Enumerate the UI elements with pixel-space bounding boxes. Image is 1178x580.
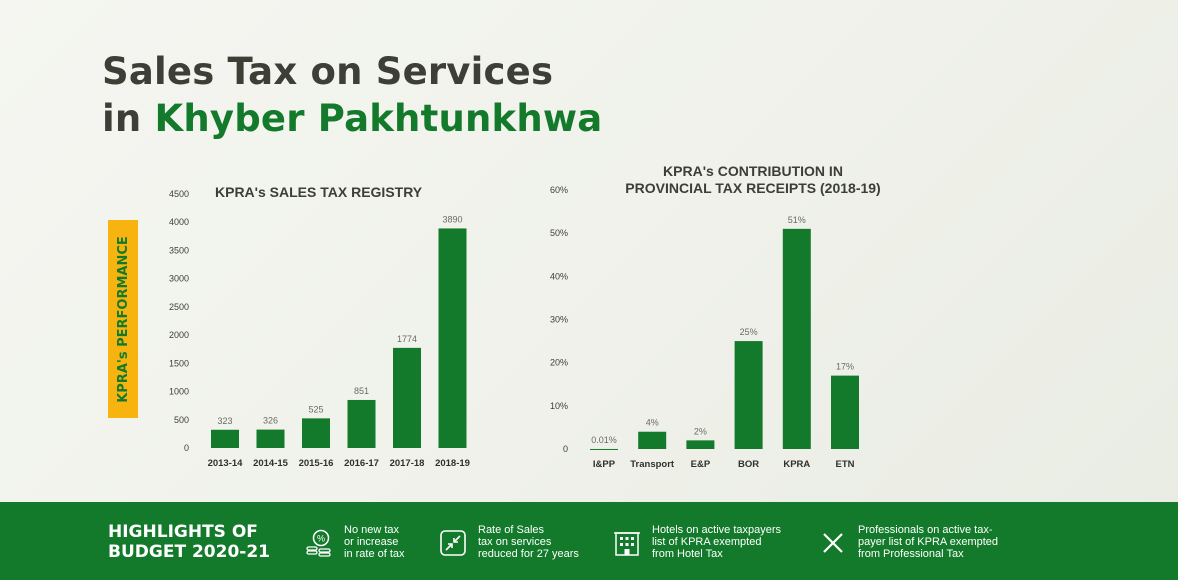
y-tick-label: 40%	[550, 271, 568, 281]
svg-text:%: %	[317, 534, 325, 544]
y-tick-label: 2500	[169, 302, 189, 312]
bar	[638, 431, 667, 449]
highlight-line: tax on services	[478, 536, 552, 548]
title-line-2-highlight: Khyber Pakhtunkhwa	[154, 97, 603, 140]
highlight-item: % No new tax or increase in rate of tax	[304, 524, 405, 560]
highlight-text: Hotels on active taxpayers list of KPRA …	[652, 524, 781, 560]
close-x-icon	[823, 533, 843, 553]
data-label: 323	[217, 416, 232, 426]
highlight-line: payer list of KPRA exempted	[858, 536, 999, 548]
x-tick-label: BOR	[738, 459, 759, 470]
x-tick-label: 2017-18	[390, 458, 425, 469]
x-tick-label: I&PP	[593, 459, 616, 470]
highlight-line: in rate of tax	[344, 548, 405, 560]
highlight-line: Hotels on active taxpayers	[652, 524, 782, 536]
bar	[347, 399, 376, 448]
highlight-line: list of KPRA exempted	[652, 536, 762, 548]
bar	[438, 228, 467, 448]
y-tick-label: 50%	[550, 228, 568, 238]
bar	[686, 440, 715, 449]
data-label: 3890	[442, 214, 462, 224]
highlight-line: Professionals on active tax-	[858, 524, 993, 536]
y-tick-label: 3500	[169, 245, 189, 255]
data-label: 1774	[397, 334, 417, 344]
y-tick-label: 10%	[550, 401, 568, 411]
y-tick-label: 4500	[169, 189, 189, 199]
bar	[831, 375, 859, 449]
x-tick-label: ETN	[836, 459, 855, 470]
chart-title: PROVINCIAL TAX RECEIPTS (2018-19)	[625, 180, 880, 196]
y-tick-label: 1000	[169, 387, 189, 397]
y-tick-label: 2000	[169, 330, 189, 340]
highlight-item: Professionals on active tax- payer list …	[818, 524, 998, 560]
bar	[393, 347, 421, 448]
data-label: 17%	[836, 362, 854, 372]
highlight-line: from Professional Tax	[858, 548, 964, 560]
y-tick-label: 20%	[550, 358, 568, 368]
footer-title-line-2: BUDGET 2020-21	[108, 542, 270, 562]
highlight-line: reduced for 27 years	[478, 548, 579, 560]
highlight-line: or increase	[344, 536, 399, 548]
side-label-box: KPRA's PERFORMANCE	[108, 220, 138, 418]
data-label: 525	[308, 404, 323, 414]
shrink-arrows-icon	[440, 530, 466, 556]
page-title: Sales Tax on Services in Khyber Pakhtunk…	[102, 48, 602, 142]
x-tick-label: 2015-16	[299, 458, 334, 469]
y-tick-label: 4000	[169, 217, 189, 227]
bar	[211, 429, 239, 448]
highlight-item: Hotels on active taxpayers list of KPRA …	[612, 524, 781, 560]
highlight-line: from Hotel Tax	[652, 548, 723, 560]
y-tick-label: 1500	[169, 358, 189, 368]
y-tick-label: 0	[563, 444, 568, 454]
highlight-item: Rate of Sales tax on services reduced fo…	[438, 524, 579, 560]
highlight-text: No new tax or increase in rate of tax	[344, 524, 405, 560]
bar	[590, 448, 618, 450]
hotel-building-icon	[614, 532, 640, 556]
bar	[734, 341, 763, 449]
data-label: 326	[263, 416, 278, 426]
chart-title: KPRA's SALES TAX REGISTRY	[215, 184, 423, 200]
y-tick-label: 0	[184, 443, 189, 453]
y-tick-label: 500	[174, 415, 189, 425]
chart-title: KPRA's CONTRIBUTION IN	[663, 163, 843, 179]
x-tick-label: 2014-15	[253, 458, 289, 469]
x-tick-label: KPRA	[783, 459, 810, 470]
highlight-text: Rate of Sales tax on services reduced fo…	[478, 524, 579, 560]
data-label: 2%	[694, 426, 707, 436]
y-tick-label: 3000	[169, 274, 189, 284]
registry-bar-chart: KPRA's SALES TAX REGISTRY 0 500 1000 1500 200…	[169, 184, 470, 469]
data-label: 25%	[740, 327, 758, 337]
title-line-2-prefix: in	[102, 97, 155, 140]
data-label: 51%	[788, 215, 806, 225]
highlight-line: No new tax	[344, 524, 400, 536]
x-tick-label: Transport	[630, 459, 675, 470]
data-label: 851	[354, 386, 369, 396]
bar	[782, 228, 811, 449]
footer-title: HIGHLIGHTS OF BUDGET 2020-21	[108, 522, 308, 562]
budget-highlights-footer: HIGHLIGHTS OF BUDGET 2020-21 % No new ta…	[0, 502, 1178, 580]
bar	[256, 429, 285, 448]
data-label: 0.01%	[591, 435, 617, 445]
y-tick-label: 30%	[550, 315, 568, 325]
bar	[302, 418, 330, 448]
y-tick-label: 60%	[550, 185, 568, 195]
x-tick-label: E&P	[691, 459, 711, 470]
x-tick-label: 2018-19	[435, 458, 470, 469]
highlight-line: Rate of Sales	[478, 524, 545, 536]
x-tick-label: 2013-14	[208, 458, 244, 469]
highlight-text: Professionals on active tax- payer list …	[858, 524, 998, 560]
percent-coins-icon: %	[306, 529, 331, 557]
footer-title-line-1: HIGHLIGHTS OF	[108, 522, 258, 542]
title-line-1: Sales Tax on Services	[102, 50, 554, 93]
x-tick-label: 2016-17	[344, 458, 379, 469]
data-label: 4%	[646, 418, 659, 428]
